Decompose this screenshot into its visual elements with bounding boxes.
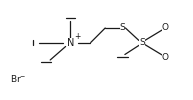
Text: O: O: [162, 24, 168, 32]
Text: +: +: [74, 32, 81, 40]
Text: S: S: [120, 24, 125, 32]
Text: O: O: [162, 52, 168, 62]
Text: S: S: [139, 38, 145, 47]
Text: N: N: [67, 38, 74, 48]
Text: Br$^{-}$: Br$^{-}$: [10, 72, 27, 84]
